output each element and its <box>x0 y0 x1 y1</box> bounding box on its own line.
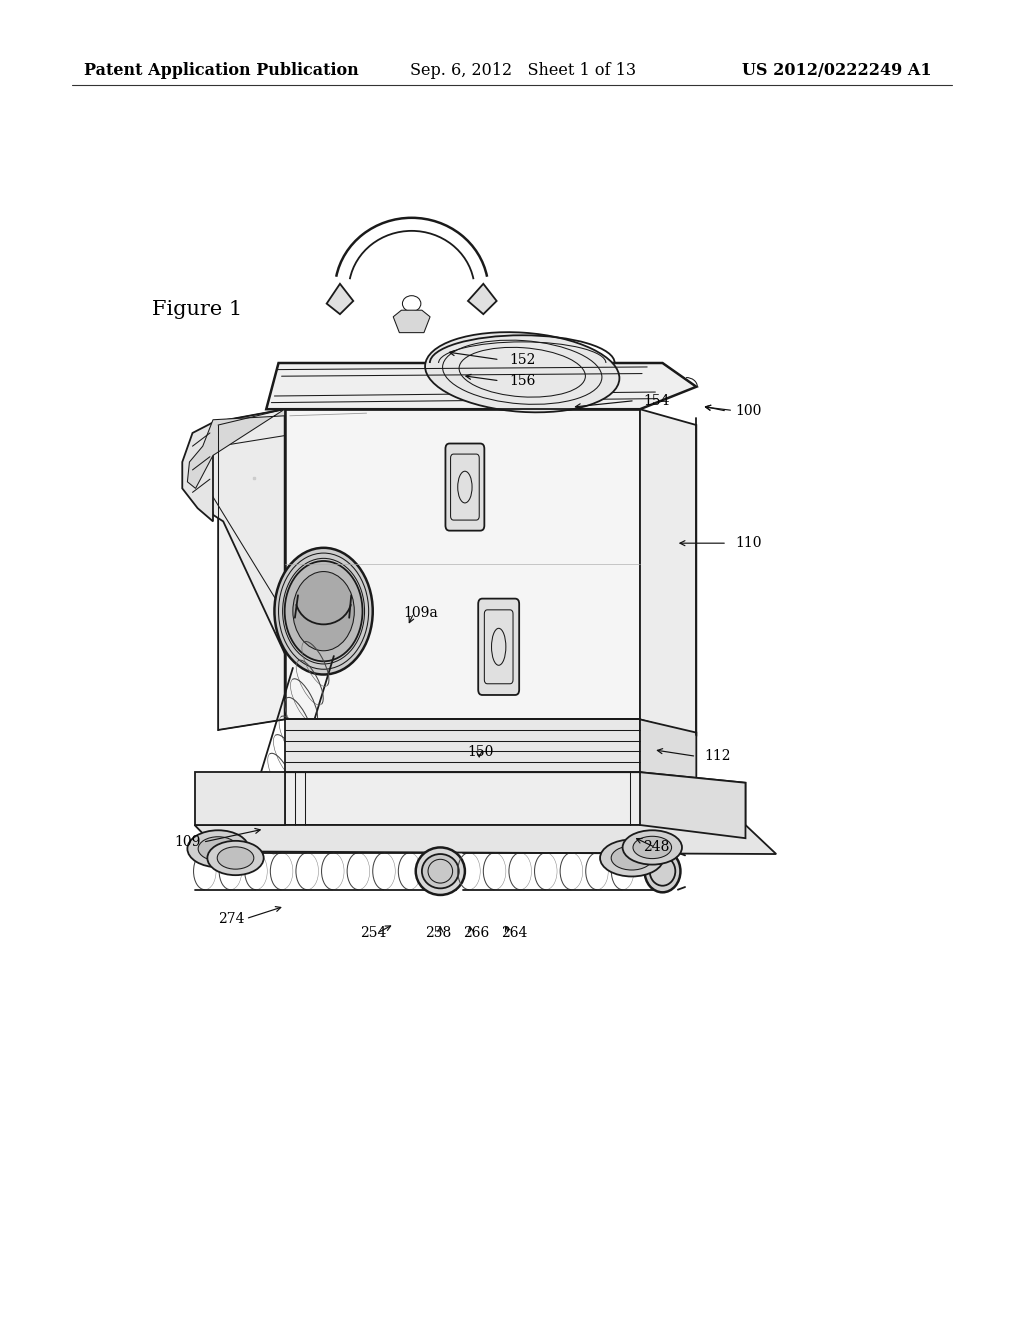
Ellipse shape <box>187 830 249 867</box>
Polygon shape <box>640 772 745 838</box>
Text: 150: 150 <box>467 744 494 759</box>
Polygon shape <box>266 363 696 409</box>
Ellipse shape <box>207 841 264 875</box>
Text: 152: 152 <box>509 352 536 367</box>
Polygon shape <box>285 409 640 719</box>
Ellipse shape <box>293 572 354 651</box>
Polygon shape <box>640 409 696 735</box>
Polygon shape <box>285 719 640 772</box>
Text: Patent Application Publication: Patent Application Publication <box>84 62 358 79</box>
Text: 110: 110 <box>735 536 762 550</box>
Ellipse shape <box>600 840 664 876</box>
Ellipse shape <box>633 837 672 858</box>
Text: US 2012/0222249 A1: US 2012/0222249 A1 <box>742 62 932 79</box>
Text: 266: 266 <box>463 927 489 940</box>
Polygon shape <box>198 409 285 653</box>
Polygon shape <box>218 409 285 730</box>
Polygon shape <box>195 772 285 825</box>
Ellipse shape <box>645 850 680 892</box>
Ellipse shape <box>611 846 652 870</box>
Text: 274: 274 <box>218 912 245 925</box>
Text: 156: 156 <box>509 374 536 388</box>
Ellipse shape <box>416 847 465 895</box>
Text: Figure 1: Figure 1 <box>152 301 242 319</box>
Polygon shape <box>187 409 285 488</box>
Polygon shape <box>195 825 776 854</box>
Ellipse shape <box>425 333 620 412</box>
Ellipse shape <box>422 854 459 888</box>
Polygon shape <box>195 772 285 825</box>
Ellipse shape <box>217 847 254 869</box>
FancyBboxPatch shape <box>445 444 484 531</box>
Ellipse shape <box>623 830 682 865</box>
Polygon shape <box>327 284 353 314</box>
Text: 100: 100 <box>735 404 762 418</box>
Text: 258: 258 <box>425 927 452 940</box>
Ellipse shape <box>199 837 238 861</box>
FancyBboxPatch shape <box>478 599 519 694</box>
Polygon shape <box>393 310 430 333</box>
Ellipse shape <box>274 548 373 675</box>
Text: Sep. 6, 2012   Sheet 1 of 13: Sep. 6, 2012 Sheet 1 of 13 <box>410 62 636 79</box>
Text: 264: 264 <box>501 927 527 940</box>
Polygon shape <box>468 284 497 314</box>
Polygon shape <box>640 719 696 785</box>
Polygon shape <box>285 772 745 836</box>
Text: 112: 112 <box>705 750 731 763</box>
Text: 254: 254 <box>360 927 387 940</box>
Text: 109: 109 <box>174 836 201 849</box>
Text: 109a: 109a <box>403 606 438 620</box>
Text: 154: 154 <box>643 393 670 408</box>
Polygon shape <box>182 422 213 521</box>
Ellipse shape <box>285 561 362 661</box>
Text: 248: 248 <box>643 841 670 854</box>
